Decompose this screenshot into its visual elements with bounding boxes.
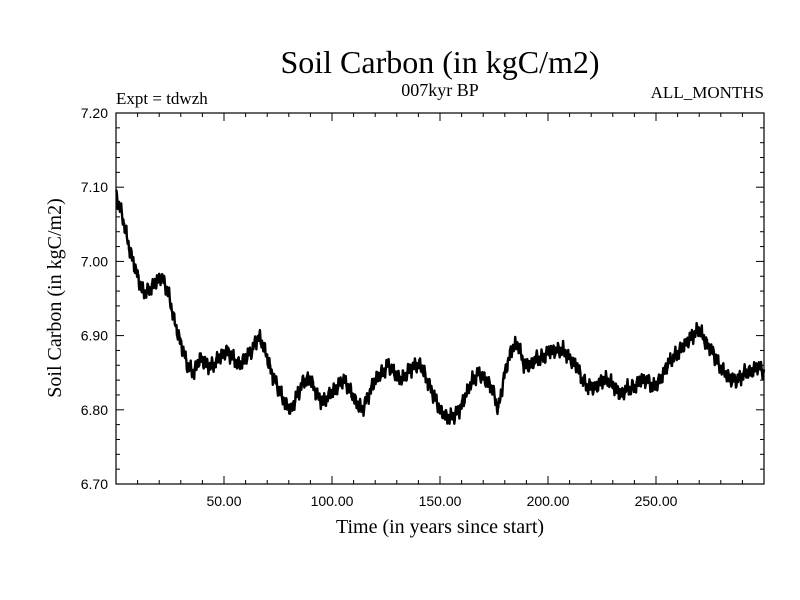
plot-frame [115,112,765,485]
x-tick-label: 250.00 [635,493,678,509]
y-axis-label: Soil Carbon (in kgC/m2) [44,198,66,397]
y-tick-label: 7.00 [81,253,108,269]
soil-carbon-series-line [115,189,766,425]
y-tick-label: 6.90 [81,328,108,344]
chart-title: Soil Carbon (in kgC/m2) [280,44,599,80]
series-layer [115,189,766,425]
x-tick-label: 50.00 [206,493,241,509]
y-tick-label: 6.80 [81,402,108,418]
x-tick-label: 200.00 [527,493,570,509]
y-tick-label: 7.10 [81,179,108,195]
x-axis-label: Time (in years since start) [336,516,544,538]
chart-subtitle: 007kyr BP [401,80,479,100]
y-tick-label: 7.20 [81,105,108,121]
experiment-label: Expt = tdwzh [116,89,208,108]
x-tick-label: 150.00 [419,493,462,509]
x-tick-label: 100.00 [311,493,354,509]
tick-labels: 50.00 100.00 150.00 200.00 250.00 6.70 6.80 6.9… [81,105,678,509]
y-tick-label: 6.70 [81,476,108,492]
months-label: ALL_MONTHS [651,83,764,102]
